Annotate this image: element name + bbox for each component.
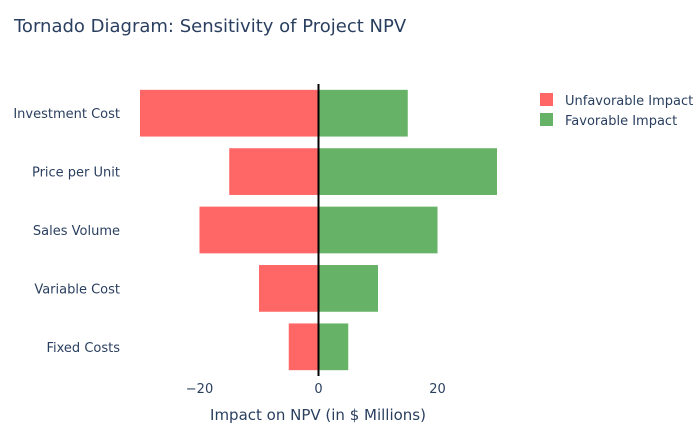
- x-tick-label: 20: [429, 382, 446, 397]
- legend-item-favorable-impact[interactable]: Favorable Impact: [540, 113, 677, 129]
- bar-favorable-impact-sales-volume: [318, 206, 438, 254]
- legend-swatch: [540, 113, 553, 126]
- legend-label: Favorable Impact: [565, 114, 677, 129]
- y-tick-label-investment-cost: Investment Cost: [13, 107, 120, 122]
- legend-item-unfavorable-impact[interactable]: Unfavorable Impact: [540, 93, 693, 109]
- bar-unfavorable-impact-investment-cost: [140, 89, 319, 137]
- bar-favorable-impact-investment-cost: [318, 89, 408, 137]
- legend[interactable]: Unfavorable Impact Favorable Impact: [540, 93, 693, 129]
- bar-unfavorable-impact-fixed-costs: [288, 323, 319, 371]
- y-tick-label-variable-cost: Variable Cost: [34, 282, 120, 297]
- bar-unfavorable-impact-variable-cost: [259, 265, 319, 312]
- bar-unfavorable-impact-sales-volume: [199, 206, 319, 254]
- x-tick-labels: −20 0 20: [186, 382, 446, 397]
- bar-favorable-impact-variable-cost: [318, 265, 378, 312]
- y-tick-label-fixed-costs: Fixed Costs: [47, 341, 121, 356]
- bar-favorable-impact-price-per-unit: [318, 148, 497, 195]
- x-tick-label: −20: [186, 382, 213, 397]
- y-tick-label-sales-volume: Sales Volume: [33, 224, 120, 239]
- legend-label: Unfavorable Impact: [565, 94, 693, 109]
- bar-unfavorable-impact-price-per-unit: [229, 148, 319, 195]
- x-axis-title: Impact on NPV (in $ Millions): [210, 406, 426, 424]
- x-tick-label: 0: [314, 382, 322, 397]
- y-tick-label-price-per-unit: Price per Unit: [32, 166, 120, 181]
- bar-favorable-impact-fixed-costs: [318, 323, 349, 371]
- y-tick-labels: Investment Cost Price per Unit Sales Volum…: [13, 107, 120, 356]
- legend-swatch: [540, 93, 553, 106]
- bars-group: [140, 89, 497, 371]
- chart-title: Tornado Diagram: Sensitivity of Project …: [13, 16, 407, 37]
